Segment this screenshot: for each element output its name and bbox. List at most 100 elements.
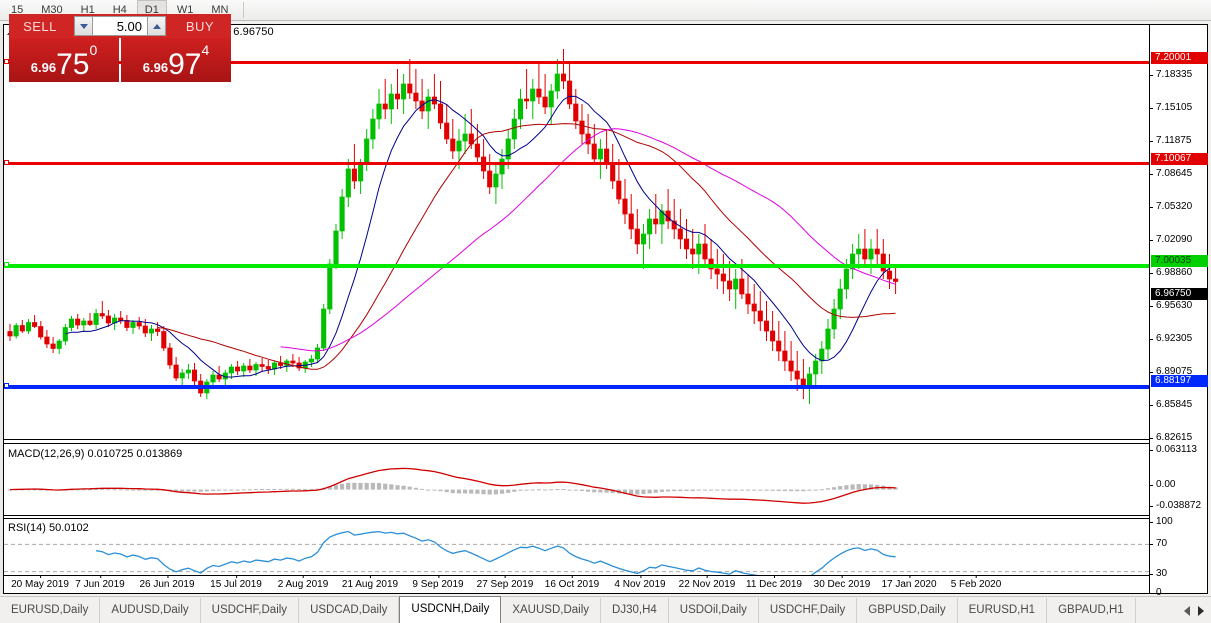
date-tick: 21 Aug 2019 (341, 575, 399, 590)
left-gutter (0, 24, 3, 594)
level-anchor-support-green[interactable] (4, 262, 9, 267)
macd-plot[interactable] (4, 445, 1150, 517)
price-tick-698860: 6.98860 (1150, 267, 1207, 279)
one-click-trading-panel[interactable]: SELL 5.00 BUY 6.96 75 0 6.96 97 4 (9, 14, 231, 82)
price-tick-689075: 6.89075 (1150, 366, 1207, 378)
symbol-tab-gbpaudh1[interactable]: GBPAUD,H1 (1047, 598, 1136, 623)
date-tick: 2 Aug 2019 (277, 575, 329, 590)
date-tick: 5 Feb 2020 (950, 575, 1002, 590)
macd-label: MACD(12,26,9) 0.010725 0.013869 (8, 448, 183, 460)
price-tick-0038872: -0.038872 (1150, 500, 1207, 512)
tab-scroll-controls (1177, 606, 1211, 623)
level-line-support-green[interactable] (4, 264, 1150, 268)
price-tick-0: 0 (1150, 587, 1207, 599)
pane-separator-1 (4, 439, 1207, 440)
symbol-tab-usdchfdaily[interactable]: USDCHF,Daily (759, 598, 858, 623)
sell-price-prefix: 6.96 (30, 60, 57, 75)
level-line-support-blue[interactable] (4, 385, 1150, 389)
date-tick: 26 Jun 2019 (139, 575, 195, 590)
price-badge-710067: 7.10067 (1151, 153, 1208, 165)
price-tick-682615: 6.82615 (1150, 432, 1207, 444)
volume-stepper[interactable]: 5.00 (71, 14, 169, 38)
date-tick: 20 May 2019 (11, 575, 69, 590)
date-tick: 30 Dec 2019 (813, 575, 871, 590)
toolbar-divider (243, 2, 245, 18)
price-tick-70: 70 (1150, 538, 1207, 550)
symbol-tab-audusddaily[interactable]: AUDUSD,Daily (100, 598, 201, 623)
symbol-tab-usdcnhdaily[interactable]: USDCNH,Daily (399, 596, 502, 623)
buy-button[interactable]: 6.96 97 4 (121, 38, 231, 82)
level-anchor-support-blue[interactable] (4, 383, 9, 388)
date-tick: 16 Oct 2019 (544, 575, 600, 590)
symbol-tab-eurusdh1[interactable]: EURUSD,H1 (958, 598, 1048, 623)
buy-price-prefix: 6.96 (142, 60, 169, 75)
pane-separator-2 (4, 443, 1207, 444)
price-tick-692305: 6.92305 (1150, 333, 1207, 345)
sell-button[interactable]: 6.96 75 0 (9, 38, 119, 82)
level-line-resistance-upper[interactable] (4, 61, 1150, 64)
price-badge-696750: 6.96750 (1151, 288, 1208, 300)
chevron-up-icon (152, 23, 161, 29)
symbol-tab-usdcaddaily[interactable]: USDCAD,Daily (299, 598, 400, 623)
scroll-right-icon[interactable] (1198, 606, 1204, 616)
buy-price-main: 97 (168, 48, 202, 81)
price-tick-715105: 7.15105 (1150, 102, 1207, 114)
date-tick: 22 Nov 2019 (678, 575, 736, 590)
sell-price-main: 75 (56, 48, 90, 81)
sell-label[interactable]: SELL (9, 14, 71, 38)
timeframe-button-15[interactable]: 15 (11, 4, 24, 16)
timeframe-button-m30[interactable]: M30 (41, 4, 63, 16)
price-tick-708645: 7.08645 (1150, 168, 1207, 180)
symbol-tab-dj30h4[interactable]: DJ30,H4 (601, 598, 669, 623)
price-tick-702090: 7.02090 (1150, 234, 1207, 246)
symbol-tab-usdchfdaily[interactable]: USDCHF,Daily (201, 598, 300, 623)
symbol-tab-bar: EURUSD,Daily AUDUSD,Daily USDCHF,Daily USDC… (0, 596, 1211, 623)
date-tick: 15 Jul 2019 (210, 575, 262, 590)
price-scale[interactable]: 7.20001 7.18335 7.15105 7.11875 7.10067 7.086… (1149, 25, 1208, 598)
price-tick-705320: 7.05320 (1150, 201, 1207, 213)
chart-window[interactable]: USDCNH,Daily 6.96760 6.97300 6.96515 6.9… (3, 24, 1208, 598)
pane-separator-4 (4, 518, 1207, 519)
symbol-tabs: EURUSD,Daily AUDUSD,Daily USDCHF,Daily USDC… (0, 596, 1136, 623)
volume-input[interactable]: 5.00 (93, 16, 147, 36)
price-tick-0063113: 0.063113 (1150, 444, 1207, 456)
price-tick-711875: 7.11875 (1150, 135, 1207, 147)
level-anchor-resistance-mid[interactable] (4, 160, 9, 165)
chevron-down-icon (79, 23, 88, 29)
date-tick: 11 Dec 2019 (746, 575, 802, 590)
rsi-label: RSI(14) 50.0102 (8, 522, 89, 534)
price-tick-100: 100 (1150, 516, 1207, 528)
volume-decrease-button[interactable] (74, 16, 93, 36)
timeframe-button-h4[interactable]: H4 (112, 4, 127, 16)
price-tick-30: 30 (1150, 568, 1207, 580)
price-badge-700035: 7.00035 (1151, 255, 1208, 267)
date-tick: 27 Sep 2019 (476, 575, 534, 590)
price-tick-695630: 6.95630 (1150, 300, 1207, 312)
buy-label[interactable]: BUY (169, 14, 231, 38)
level-line-resistance-mid[interactable] (4, 162, 1150, 165)
symbol-tab-usdoildaily[interactable]: USDOil,Daily (669, 598, 759, 623)
volume-increase-button[interactable] (147, 16, 166, 36)
symbol-tab-gbpusddaily[interactable]: GBPUSD,Daily (857, 598, 958, 623)
symbol-tab-xauusddaily[interactable]: XAUUSD,Daily (501, 598, 602, 623)
timeframe-button-mn[interactable]: MN (211, 4, 229, 16)
macd-svg (7, 467, 898, 504)
timeframe-button-w1[interactable]: W1 (176, 4, 194, 16)
scroll-left-icon[interactable] (1184, 606, 1190, 616)
level-anchor-resistance-upper[interactable] (4, 59, 9, 64)
date-scale[interactable]: 20 May 2019 7 Jun 2019 26 Jun 2019 15 Jul 2… (4, 575, 1150, 593)
timeframe-button-h1[interactable]: H1 (80, 4, 95, 16)
price-tick-685845: 6.85845 (1150, 399, 1207, 411)
date-tick: 9 Sep 2019 (412, 575, 464, 590)
pane-separator-3 (4, 515, 1207, 516)
price-tick-000: 0.00 (1150, 479, 1207, 491)
one-click-trading-header: SELL 5.00 BUY (9, 14, 231, 38)
date-tick: 17 Jan 2020 (881, 575, 937, 590)
price-badge-688197: 6.88197 (1151, 375, 1208, 387)
symbol-tab-eurusddaily[interactable]: EURUSD,Daily (0, 598, 101, 623)
price-tick-718335: 7.18335 (1150, 69, 1207, 81)
price-plot[interactable] (4, 39, 1150, 439)
sell-price-fraction: 0 (89, 42, 98, 58)
date-tick: 4 Nov 2019 (614, 575, 666, 590)
